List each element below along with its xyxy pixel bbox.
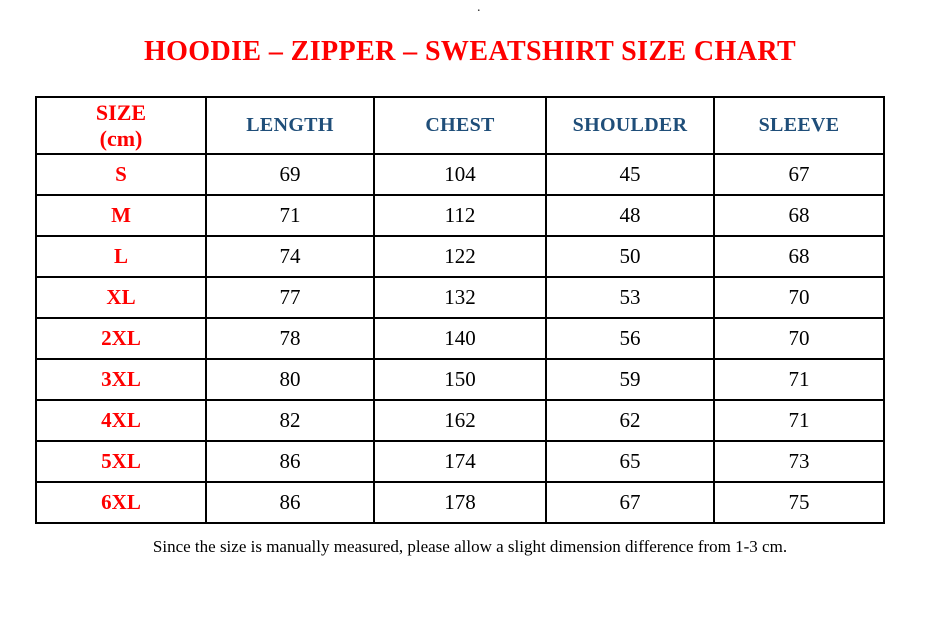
size-label: S xyxy=(35,153,207,196)
size-chart-table: SIZE (cm) LENGTH CHEST SHOULDER SLEEVE S… xyxy=(35,96,885,524)
table-header-row: SIZE (cm) LENGTH CHEST SHOULDER SLEEVE xyxy=(35,96,885,155)
sleeve-value: 71 xyxy=(713,358,885,401)
size-label: 5XL xyxy=(35,440,207,483)
table-row: 6XL 86 178 67 75 xyxy=(35,481,885,524)
length-value: 80 xyxy=(205,358,375,401)
length-value: 77 xyxy=(205,276,375,319)
length-value: 71 xyxy=(205,194,375,237)
size-label: 3XL xyxy=(35,358,207,401)
table-row: 3XL 80 150 59 71 xyxy=(35,358,885,401)
table-row: XL 77 132 53 70 xyxy=(35,276,885,319)
sleeve-value: 71 xyxy=(713,399,885,442)
sleeve-value: 68 xyxy=(713,235,885,278)
chest-value: 178 xyxy=(373,481,547,524)
size-label: M xyxy=(35,194,207,237)
shoulder-value: 50 xyxy=(545,235,715,278)
chest-value: 104 xyxy=(373,153,547,196)
table-row: S 69 104 45 67 xyxy=(35,153,885,196)
header-size-line1: SIZE xyxy=(95,100,147,126)
chest-value: 140 xyxy=(373,317,547,360)
sleeve-value: 67 xyxy=(713,153,885,196)
length-value: 78 xyxy=(205,317,375,360)
shoulder-value: 65 xyxy=(545,440,715,483)
header-cell-size: SIZE (cm) xyxy=(35,96,207,155)
table-row: 2XL 78 140 56 70 xyxy=(35,317,885,360)
size-label: 6XL xyxy=(35,481,207,524)
table-row: 5XL 86 174 65 73 xyxy=(35,440,885,483)
chest-value: 162 xyxy=(373,399,547,442)
shoulder-value: 67 xyxy=(545,481,715,524)
header-cell-chest: CHEST xyxy=(373,96,547,155)
shoulder-value: 59 xyxy=(545,358,715,401)
table-row: 4XL 82 162 62 71 xyxy=(35,399,885,442)
length-value: 82 xyxy=(205,399,375,442)
header-size-line2: (cm) xyxy=(99,125,143,151)
shoulder-value: 45 xyxy=(545,153,715,196)
size-label: XL xyxy=(35,276,207,319)
length-value: 74 xyxy=(205,235,375,278)
page-title: HOODIE – ZIPPER – SWEATSHIRT SIZE CHART xyxy=(143,36,797,67)
size-label: 2XL xyxy=(35,317,207,360)
shoulder-value: 56 xyxy=(545,317,715,360)
chest-value: 150 xyxy=(373,358,547,401)
sleeve-value: 70 xyxy=(713,276,885,319)
sleeve-value: 75 xyxy=(713,481,885,524)
length-value: 86 xyxy=(205,481,375,524)
header-cell-length: LENGTH xyxy=(205,96,375,155)
header-cell-shoulder: SHOULDER xyxy=(545,96,715,155)
chest-value: 132 xyxy=(373,276,547,319)
measurement-disclaimer: Since the size is manually measured, ple… xyxy=(152,537,788,556)
size-label: 4XL xyxy=(35,399,207,442)
stray-dot: . xyxy=(477,0,481,15)
chest-value: 122 xyxy=(373,235,547,278)
length-value: 86 xyxy=(205,440,375,483)
shoulder-value: 48 xyxy=(545,194,715,237)
length-value: 69 xyxy=(205,153,375,196)
chest-value: 112 xyxy=(373,194,547,237)
sleeve-value: 73 xyxy=(713,440,885,483)
table-row: M 71 112 48 68 xyxy=(35,194,885,237)
shoulder-value: 62 xyxy=(545,399,715,442)
table-row: L 74 122 50 68 xyxy=(35,235,885,278)
header-cell-sleeve: SLEEVE xyxy=(713,96,885,155)
size-label: L xyxy=(35,235,207,278)
shoulder-value: 53 xyxy=(545,276,715,319)
sleeve-value: 68 xyxy=(713,194,885,237)
chest-value: 174 xyxy=(373,440,547,483)
sleeve-value: 70 xyxy=(713,317,885,360)
